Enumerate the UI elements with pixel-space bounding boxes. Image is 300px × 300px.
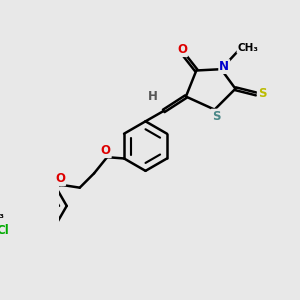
Text: S: S xyxy=(212,110,220,123)
Text: Cl: Cl xyxy=(0,224,9,237)
Text: CH₃: CH₃ xyxy=(238,43,259,53)
Text: CH₃: CH₃ xyxy=(0,210,4,220)
Text: O: O xyxy=(101,144,111,157)
Text: H: H xyxy=(148,90,158,103)
Text: O: O xyxy=(55,172,65,185)
Text: O: O xyxy=(177,43,187,56)
Text: S: S xyxy=(258,88,266,100)
Text: N: N xyxy=(219,60,229,73)
